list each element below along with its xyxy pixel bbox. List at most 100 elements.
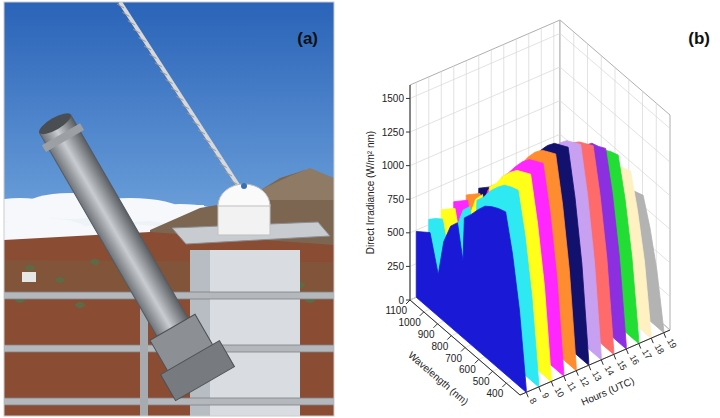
- chart-3d: [406, 20, 670, 397]
- shrub: [55, 277, 65, 283]
- series-group: [416, 141, 664, 393]
- grid-line: [410, 67, 560, 132]
- z-tick-label: 8: [528, 396, 539, 405]
- z-tick: [539, 387, 541, 392]
- y-tick: [406, 132, 410, 133]
- spectrum-slice: [416, 206, 526, 392]
- z-tick: [576, 371, 578, 376]
- mast-brace: [133, 29, 140, 33]
- x-tick: [420, 312, 424, 316]
- x-tick-label: 600: [459, 364, 476, 375]
- z-tick-label: 12: [578, 375, 592, 389]
- y-tick: [406, 98, 410, 99]
- y-tick-label: 750: [387, 194, 404, 205]
- y-tick: [406, 266, 410, 267]
- dome-sensor: [241, 183, 247, 189]
- x-tick: [406, 300, 410, 304]
- z-tick: [639, 344, 641, 349]
- x-tick: [489, 371, 493, 375]
- mast-brace: [220, 164, 227, 168]
- z-tick-label: 11: [565, 380, 578, 393]
- y-tick-label: 250: [387, 261, 404, 272]
- grid: [410, 20, 670, 392]
- mast-brace: [187, 113, 194, 117]
- z-tick-label: 19: [665, 337, 679, 351]
- mast-brace: [144, 46, 151, 50]
- tracker-mount: [161, 341, 235, 401]
- y-tick: [406, 165, 410, 166]
- x-axis-title: Wavelength (nm): [406, 349, 471, 407]
- mast-brace: [171, 88, 178, 92]
- x-tick-label: 700: [445, 353, 462, 364]
- x-tick: [461, 348, 465, 352]
- mast-brace: [160, 71, 167, 75]
- z-tick-label: 17: [640, 348, 654, 362]
- z-tick: [526, 392, 528, 397]
- mast-brace: [198, 130, 205, 134]
- y-axis-line: [410, 85, 411, 300]
- z-tick-label: 15: [615, 358, 629, 372]
- mast-brace: [176, 96, 183, 100]
- z-tick: [664, 333, 666, 338]
- z-tick-label: 9: [540, 391, 551, 400]
- building: [22, 272, 36, 282]
- z-tick-label: 18: [653, 342, 667, 356]
- tick-labels: 4005006007008009001000110002505007501000…: [382, 93, 679, 406]
- panel-label: (b): [688, 29, 710, 48]
- mast-brace: [128, 21, 135, 25]
- mast-brace: [117, 4, 124, 8]
- z-tick: [626, 349, 628, 354]
- z-tick: [564, 376, 566, 381]
- mast-brace: [230, 180, 237, 184]
- x-tick-label: 800: [432, 341, 449, 352]
- mast-brace: [166, 80, 173, 84]
- z-tick-label: 10: [553, 385, 567, 399]
- z-axis-line: [520, 330, 670, 395]
- x-axis-line: [410, 300, 520, 395]
- x-tick-label: 1000: [399, 317, 422, 328]
- dome-body: [218, 205, 270, 235]
- grid-line: [410, 33, 560, 98]
- x-tick-label: 400: [487, 388, 504, 399]
- mast-brace: [209, 147, 216, 151]
- z-tick: [651, 338, 653, 343]
- x-tick: [447, 336, 451, 340]
- y-tick-label: 1000: [382, 160, 405, 171]
- z-tick: [614, 354, 616, 359]
- z-tick: [551, 381, 553, 386]
- axis-titles: Wavelength (nm)Hours (UTC)Direct Irradia…: [365, 131, 636, 408]
- z-tick-label: 16: [628, 353, 642, 367]
- mountain-peak: [260, 168, 334, 200]
- mast-brace: [149, 54, 156, 58]
- y-tick-label: 1500: [382, 93, 405, 104]
- photo: [4, 2, 334, 416]
- z-tick-label: 13: [590, 369, 604, 383]
- x-tick: [475, 359, 479, 363]
- z-tick: [589, 365, 591, 370]
- pedestal: [190, 250, 300, 416]
- mast: [120, 2, 238, 185]
- mast-brace: [182, 105, 189, 109]
- x-tick: [502, 383, 506, 387]
- y-tick: [406, 300, 410, 301]
- z-tick: [601, 360, 603, 365]
- panel-label: (a): [297, 29, 318, 48]
- photo-frame: [4, 2, 334, 416]
- x-tick-label: 1100: [385, 305, 407, 316]
- y-tick-label: 1250: [382, 127, 405, 138]
- y-tick: [406, 232, 410, 233]
- mast-brace: [155, 63, 162, 67]
- y-tick: [406, 199, 410, 200]
- mast-brace: [122, 12, 129, 16]
- shrub: [90, 259, 100, 265]
- mast-brace: [203, 138, 210, 142]
- mast-brace: [193, 122, 200, 126]
- railing: [4, 398, 334, 405]
- axes: [410, 85, 670, 395]
- y-tick-label: 500: [387, 227, 404, 238]
- x-tick-label: 900: [418, 329, 435, 340]
- mast-brace: [139, 38, 146, 42]
- z-tick-label: 14: [603, 364, 617, 378]
- shrub: [75, 302, 85, 308]
- x-tick-label: 500: [473, 376, 490, 387]
